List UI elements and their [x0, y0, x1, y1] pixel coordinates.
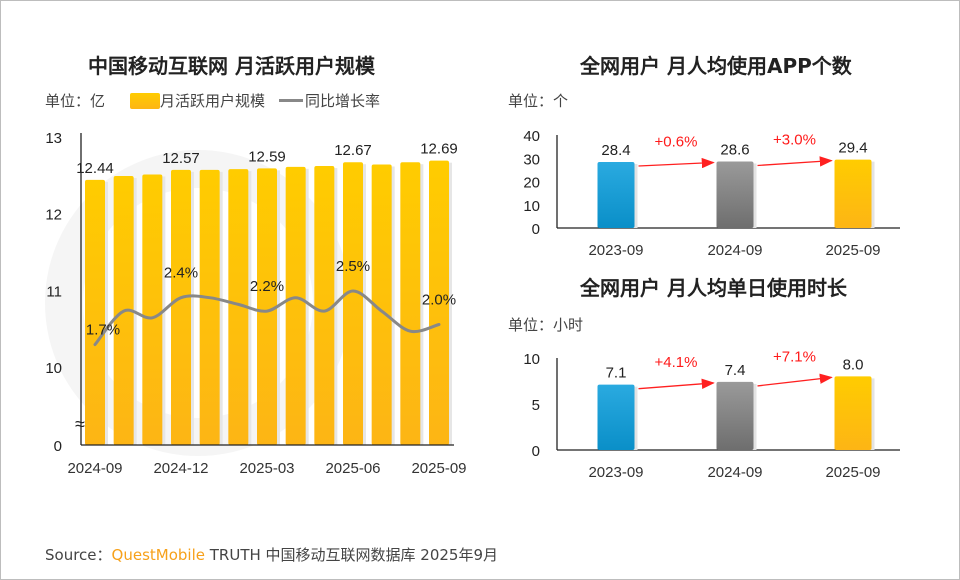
bar-mau [285, 166, 306, 446]
chart-title-mau: 中国移动互联网 月活跃用户规模 [88, 54, 375, 78]
y-tick-label: 20 [523, 175, 540, 192]
bar-mau [257, 168, 277, 446]
y-tick-label: 12 [45, 207, 62, 224]
y-tick-label: 10 [523, 351, 540, 368]
line-value-label: 2.5% [336, 258, 370, 275]
chart-title-apps: 全网用户 月人均使用APP个数 [580, 54, 852, 78]
bar-value-label: 12.57 [162, 150, 200, 167]
legend-line-label: 同比增长率 [305, 92, 381, 110]
bar-value-label: 28.6 [720, 142, 749, 159]
x-tick-label: 2024-09 [707, 242, 762, 259]
bar-value-label: 7.4 [725, 362, 746, 379]
unit-label-time: 单位：小时 [508, 316, 584, 334]
y-tick-label: 13 [45, 130, 62, 147]
growth-label: +0.6% [655, 134, 698, 151]
bar [834, 159, 872, 228]
chart-title-time: 全网用户 月人均单日使用时长 [580, 276, 847, 300]
source-brand: QuestMobile [111, 546, 205, 564]
legend-line-swatch [279, 99, 304, 102]
y-tick-label: 10 [523, 198, 540, 215]
bar-value-label: 7.1 [606, 365, 627, 382]
bar-mau [371, 164, 392, 445]
source-rest: TRUTH 中国移动互联网数据库 2025年9月 [204, 546, 499, 564]
x-tick-label: 2024-09 [707, 464, 762, 481]
bar-mau [400, 162, 421, 445]
x-tick-label: 2025-03 [239, 460, 294, 477]
x-tick-label: 2025-09 [825, 464, 880, 481]
bar [716, 161, 754, 228]
y-tick-label: 10 [45, 360, 62, 377]
y-tick-label: 11 [46, 283, 62, 300]
x-tick-label: 2025-06 [325, 460, 380, 477]
bar-mau [343, 162, 363, 445]
axis-break-icon: ≈ [75, 414, 85, 434]
y-tick-label: 0 [54, 438, 62, 455]
bar-mau [314, 166, 335, 445]
y-tick-label: 0 [532, 221, 540, 238]
bar-value-label: 12.67 [334, 142, 372, 159]
line-value-label: 1.7% [86, 322, 120, 339]
growth-label: +3.0% [773, 132, 816, 149]
growth-arrow [757, 373, 833, 387]
y-tick-label: 0 [532, 443, 540, 460]
line-value-label: 2.0% [422, 291, 456, 308]
y-tick-label: 40 [523, 128, 540, 145]
bar-value-label: 12.69 [420, 141, 458, 158]
growth-label: +4.1% [655, 354, 698, 371]
unit-label-apps: 单位：个 [508, 92, 569, 110]
growth-arrow [757, 156, 833, 167]
line-value-label: 2.2% [250, 278, 284, 295]
bar-value-label: 12.59 [248, 148, 286, 165]
bar [597, 161, 635, 228]
x-tick-label: 2023-09 [588, 464, 643, 481]
bar-mau [228, 169, 249, 445]
bar [597, 384, 635, 450]
bar-mau [142, 174, 163, 445]
bar-value-label: 28.4 [601, 142, 630, 159]
bar-value-label: 12.44 [76, 160, 114, 177]
growth-line [93, 289, 441, 347]
y-tick-label: 5 [532, 397, 540, 414]
legend-bar-label: 月活跃用户规模 [160, 92, 266, 110]
x-tick-label: 2025-09 [825, 242, 880, 259]
source-prefix: Source： [45, 546, 112, 564]
bar-mau [171, 169, 191, 446]
growth-label: +7.1% [773, 348, 816, 365]
x-tick-label: 2024-12 [153, 460, 208, 477]
legend: 月活跃用户规模 同比增长率 [130, 90, 380, 111]
source-note: Source：QuestMobile TRUTH 中国移动互联网数据库 2025… [45, 544, 498, 565]
bar [716, 381, 754, 450]
bar-value-label: 8.0 [843, 356, 864, 373]
growth-arrow [638, 157, 715, 169]
growth-arrow [638, 378, 715, 390]
y-tick-label: 30 [523, 151, 540, 168]
unit-label-mau: 单位：亿 [45, 92, 106, 110]
x-tick-label: 2025-09 [411, 460, 466, 477]
legend-bar-swatch [130, 92, 160, 109]
bar [834, 376, 872, 450]
bar-mau [199, 169, 220, 446]
bar-mau [85, 179, 105, 446]
x-tick-label: 2023-09 [588, 242, 643, 259]
bar-value-label: 29.4 [838, 140, 867, 157]
line-value-label: 2.4% [164, 265, 198, 282]
bar-mau [429, 160, 449, 445]
x-tick-label: 2024-09 [67, 460, 122, 477]
